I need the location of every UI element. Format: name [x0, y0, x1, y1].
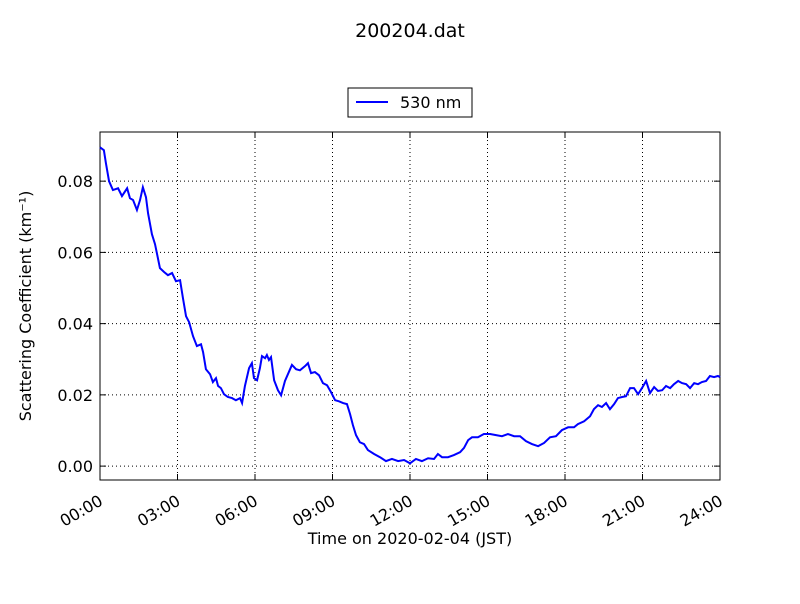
chart-title: 200204.dat	[355, 20, 465, 42]
x-tick-label: 15:00	[444, 491, 493, 531]
x-axis-label: Time on 2020-02-04 (JST)	[307, 529, 512, 548]
y-tick-label: 0.04	[57, 315, 93, 334]
x-tick-label: 18:00	[522, 491, 571, 531]
x-tick-label: 06:00	[212, 491, 261, 531]
legend-label: 530 nm	[400, 93, 461, 112]
x-tick-label: 24:00	[677, 491, 726, 531]
plot-frame	[99, 131, 721, 481]
x-tick-label: 21:00	[599, 491, 648, 531]
x-tick-label: 03:00	[134, 491, 183, 531]
y-tick-label: 0.00	[57, 457, 93, 476]
data-line	[99, 146, 721, 465]
y-tick-label: 0.06	[57, 243, 93, 262]
x-tick-label: 00:00	[57, 491, 106, 531]
x-tick-label: 12:00	[367, 491, 416, 531]
y-axis-label: Scattering Coefficient (km⁻¹)	[16, 191, 35, 422]
y-tick-label: 0.08	[57, 172, 93, 191]
y-tick-label: 0.02	[57, 386, 93, 405]
x-tick-label: 09:00	[289, 491, 338, 531]
